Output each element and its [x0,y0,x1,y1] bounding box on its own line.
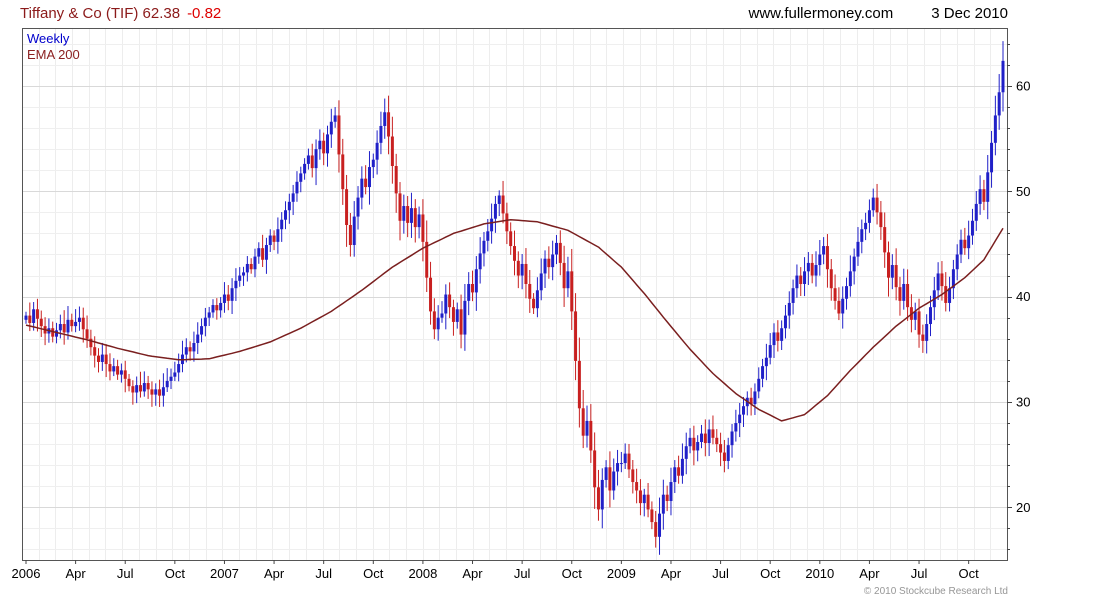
svg-text:Apr: Apr [661,566,682,581]
svg-text:2009: 2009 [607,566,636,581]
copyright-notice: © 2010 Stockcube Research Ltd [863,586,1008,597]
svg-text:2008: 2008 [408,566,437,581]
gridlines [22,28,1007,560]
svg-text:Oct: Oct [959,566,980,581]
svg-text:Jul: Jul [514,566,531,581]
svg-text:Oct: Oct [363,566,384,581]
ema-200-line [25,218,1004,422]
legend-ema200-label: EMA 200 [27,47,80,62]
svg-text:2006: 2006 [12,566,41,581]
chart-date: 3 Dec 2010 [931,5,1008,22]
instrument-title: Tiffany & Co (TIF) 62.38 -0.82 [20,5,221,22]
header-right: www.fullermoney.com 3 Dec 2010 [749,5,1009,22]
svg-text:Apr: Apr [462,566,483,581]
svg-text:Jul: Jul [117,566,134,581]
legend-weekly-label: Weekly [27,31,70,46]
svg-text:20: 20 [1016,500,1030,515]
svg-text:50: 50 [1016,184,1030,199]
svg-text:Apr: Apr [65,566,86,581]
svg-text:40: 40 [1016,289,1030,304]
svg-text:Oct: Oct [760,566,781,581]
svg-text:Jul: Jul [911,566,928,581]
axes [22,28,1008,561]
svg-text:Jul: Jul [712,566,729,581]
x-axis-labels: 2006 Apr Jul Oct 2007 Apr Jul Oct 2008 Apr Jul Oct 2… [12,560,980,581]
svg-text:Oct: Oct [165,566,186,581]
instrument-name-price: Tiffany & Co (TIF) 62.38 [20,5,181,22]
svg-text:Oct: Oct [562,566,583,581]
chart-legend: Weekly EMA 200 [27,31,80,63]
svg-text:60: 60 [1016,78,1030,93]
chart-header: Tiffany & Co (TIF) 62.38 -0.82 www.fuller… [0,0,1100,26]
svg-text:Apr: Apr [264,566,285,581]
y-axis-labels: 20 30 40 50 60 [1007,44,1030,550]
svg-text:Jul: Jul [315,566,332,581]
svg-text:2007: 2007 [210,566,239,581]
svg-text:Apr: Apr [859,566,880,581]
svg-text:30: 30 [1016,394,1030,409]
candlestick-series [24,41,1005,555]
price-change: -0.82 [187,5,222,22]
svg-text:2010: 2010 [805,566,834,581]
website-url: www.fullermoney.com [748,5,894,22]
